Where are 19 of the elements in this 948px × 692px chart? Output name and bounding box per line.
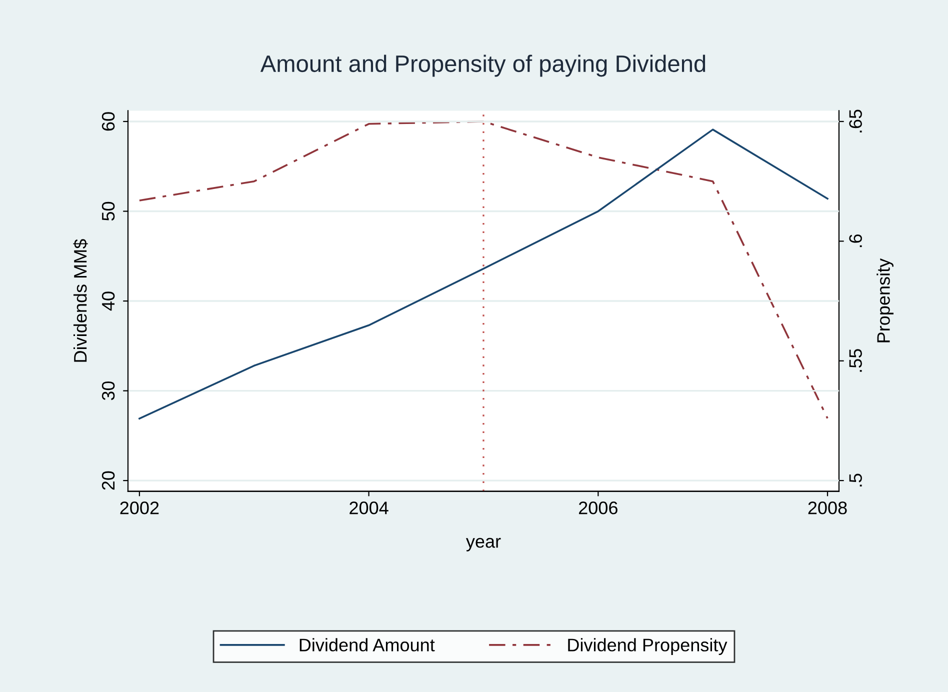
x-tick-label: 2008 <box>808 502 847 514</box>
x-axis-title: year <box>466 538 501 552</box>
y2-tick-label: .6 <box>849 234 862 248</box>
legend-label: Dividend Amount <box>300 638 435 652</box>
y2-tick-label: .5 <box>849 474 862 486</box>
x-tick-label: 2006 <box>578 502 618 514</box>
chart-title: Amount and Propensity of paying Dividend <box>260 54 706 77</box>
y2-tick-label: .55 <box>849 349 862 372</box>
y2-tick-label: .65 <box>849 110 862 132</box>
y-tick-label: 30 <box>102 381 115 400</box>
x-tick-label: 2004 <box>350 502 388 514</box>
y-tick-label: 20 <box>102 471 115 490</box>
y2-axis-title: Propensity <box>876 258 894 342</box>
x-tick-label: 2002 <box>120 502 159 514</box>
y-tick-label: 40 <box>102 292 115 311</box>
y-tick-label: 60 <box>102 112 115 131</box>
y-axis-title: Dividends MM$ <box>73 239 88 362</box>
y-tick-label: 50 <box>102 202 115 221</box>
legend-label: Dividend Propensity <box>568 638 728 655</box>
